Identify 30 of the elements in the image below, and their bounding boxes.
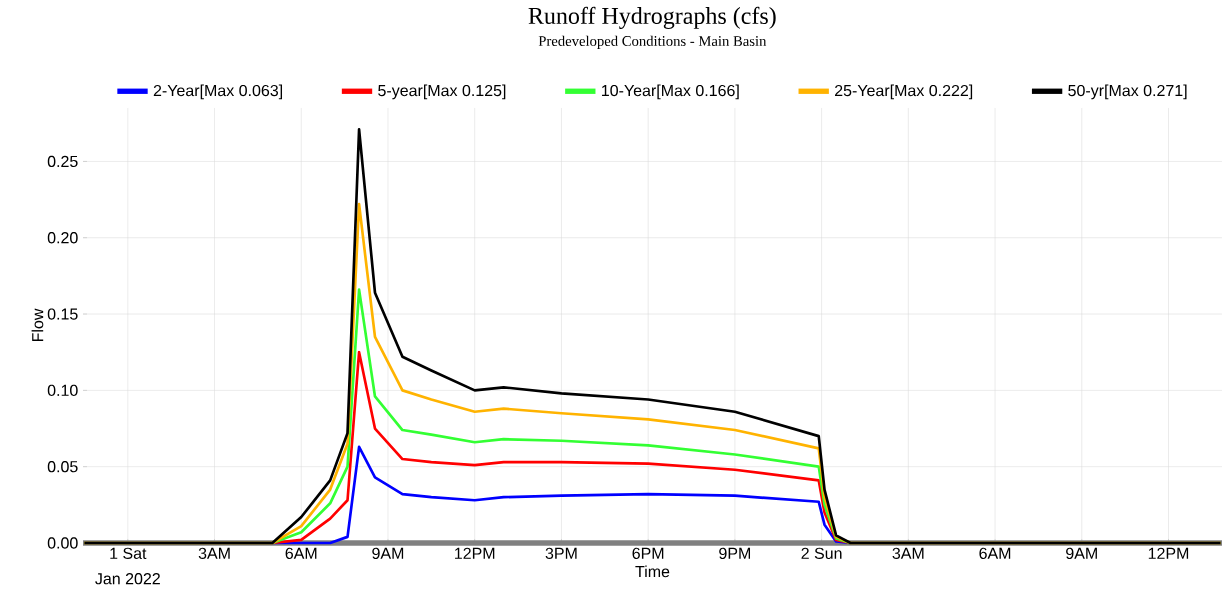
legend-label: 25-Year[Max 0.222] — [835, 84, 973, 100]
y-tick-label: 0.20 — [47, 232, 78, 244]
y-tick-label: 0.05 — [47, 461, 78, 473]
legend-label: 50-yr[Max 0.271] — [1068, 84, 1187, 100]
x-tick-label: 1 Sat — [110, 547, 147, 560]
x-tick-label: 12PM — [455, 547, 495, 559]
x-tick-label: 9AM — [372, 547, 404, 560]
y-tick-label: 0.15 — [47, 308, 78, 320]
y-tick-label: 0.25 — [47, 155, 78, 168]
y-tick-label: 0.00 — [47, 537, 78, 549]
x-tick-label: 3AM — [892, 547, 924, 560]
x-tick-label: 6AM — [979, 547, 1011, 560]
x-tick-label: 3PM — [545, 547, 577, 560]
x-tick-label: 2 Sun — [801, 547, 842, 560]
chart-title: Runoff Hydrographs (cfs) — [528, 6, 776, 29]
y-tick-label: 0.10 — [47, 384, 78, 397]
x-axis-title: Time — [635, 565, 670, 578]
legend-label: 5-year[Max 0.125] — [378, 84, 506, 100]
line-series — [83, 128, 1222, 545]
x-tick-label: 3AM — [198, 547, 230, 560]
x-tick-label: 9AM — [1066, 547, 1097, 560]
text: Jan 2022 — [95, 573, 160, 585]
x-tick-label: 6AM — [285, 547, 317, 560]
legend-label: 10-Year[Max 0.166] — [602, 84, 739, 100]
legend-label: 2-Year[Max 0.063] — [153, 84, 283, 100]
x-tick-label: 9PM — [719, 547, 751, 560]
y-axis-title: Flow — [31, 308, 44, 342]
x-tick-label: 6PM — [632, 547, 664, 560]
x-tick-label: 12PM — [1148, 547, 1189, 559]
chart-subtitle: Predeveloped Conditions - Main Basin — [538, 35, 767, 49]
